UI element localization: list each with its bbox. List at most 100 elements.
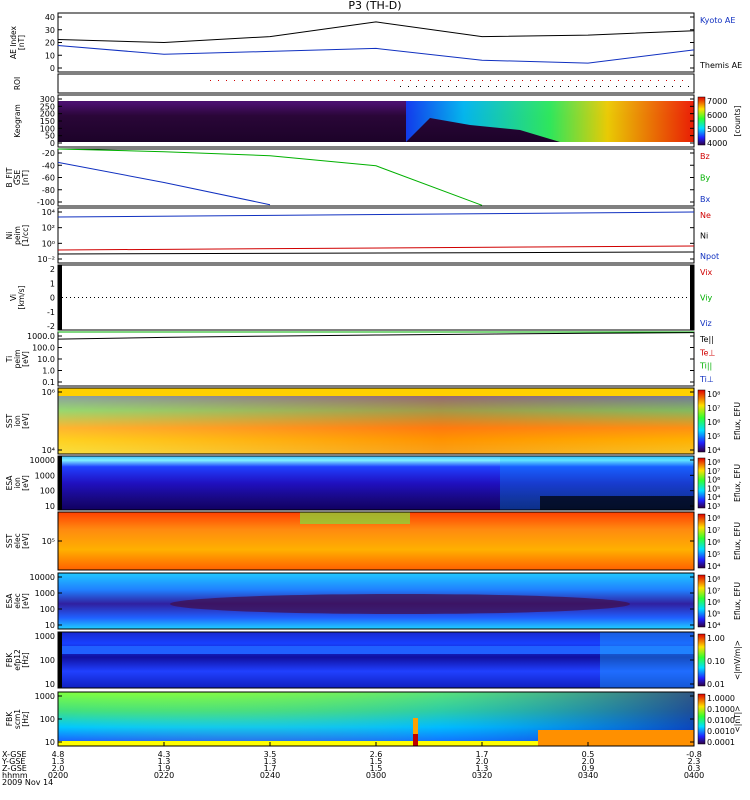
series-kyoto-ae (57, 45, 695, 64)
roi-dot (346, 80, 347, 81)
roi-dot (488, 86, 489, 87)
roi-dot (474, 80, 475, 81)
colorbar-tick: 10⁵ (707, 550, 720, 559)
ylabel-sst_i: [eV] (21, 413, 30, 429)
xaxis-hhmm: 0200 (48, 771, 68, 780)
roi-dot (410, 80, 411, 81)
ytick-label: 10⁵ (42, 537, 55, 546)
panel-frame-bfit (57, 148, 695, 207)
ytick-label: 10000 (30, 573, 55, 582)
ylabel-roi: ROI (13, 77, 22, 90)
colorbar-tick: 0.0100 (707, 716, 735, 725)
roi-dot (584, 86, 585, 87)
roi-dot (456, 86, 457, 87)
ytick-label: 1000 (35, 692, 55, 701)
colorbar-tick: 10⁴ (707, 621, 720, 630)
ytick-label: 200 (40, 110, 55, 119)
roi-dot (544, 86, 545, 87)
ytick-label: 10⁴ (42, 208, 55, 217)
roi-dot (688, 86, 689, 87)
legend-bfit: By (700, 174, 710, 183)
legend-ni: Ne (700, 211, 711, 220)
legends: Kyoto AE Themis AE Bz By Bx Ne Ni Npot Vix Viy Viz… (699, 16, 742, 384)
colorbar-tick: 0.0001 (707, 738, 735, 747)
colorbar-esa_i (697, 457, 706, 509)
xaxis-x-gse: 2.6 (370, 750, 383, 759)
colorbar-tick: 10⁶ (707, 418, 720, 427)
roi-dot (514, 80, 515, 81)
ytick-label: 10⁶ (42, 388, 55, 397)
roi-dot (592, 86, 593, 87)
ylabel-esa_e: elec (13, 593, 22, 608)
roi-dot (554, 80, 555, 81)
sst-elec-green-band (300, 512, 410, 524)
colorbar-tick: 10⁶ (707, 598, 720, 607)
xaxis-row-label: X-GSE (2, 750, 27, 759)
xaxis-hhmm: 0400 (684, 771, 704, 780)
ylabel-ti: Ti (5, 356, 14, 363)
ytick-label: 40 (45, 13, 55, 22)
colorbar-tick: 10⁶ (707, 476, 720, 485)
ytick-label: 100 (40, 487, 55, 496)
roi-dot (210, 80, 211, 81)
fbk-e-lightband (58, 646, 694, 654)
colorbar-label: Eflux, EFU (733, 522, 742, 560)
keogram-aurora (406, 101, 694, 142)
roi-dot (442, 80, 443, 81)
panel-frame-esa_i (57, 455, 695, 511)
roi-dot (282, 80, 283, 81)
ytick-label: 1.0 (42, 367, 55, 376)
roi-dot (576, 86, 577, 87)
ylabel-ni: [1/cc] (21, 225, 30, 246)
colorbar-tick: 10⁶ (707, 538, 720, 547)
roi-dot (642, 80, 643, 81)
roi-dot (480, 86, 481, 87)
ylabel-bfit: [nT] (21, 170, 30, 185)
roi-dot (570, 80, 571, 81)
legend-bfit: Bz (700, 152, 710, 161)
colorbar-tick: 0.01 (707, 680, 725, 689)
ytick-label: 250 (40, 102, 55, 111)
xaxis-y-gse: 1.5 (370, 757, 383, 766)
ytick-label: 100 (40, 124, 55, 133)
roi-dot (482, 80, 483, 81)
data-lines (57, 21, 695, 340)
xaxis-row-label: 2009 Nov 14 (2, 778, 53, 787)
roi-dot (402, 80, 403, 81)
plot-title: P3 (TH-D) (348, 0, 402, 12)
colorbar-label: <|mV/m|> (733, 640, 742, 680)
colorbar-tick: 1.0000 (707, 694, 735, 703)
roi-dot (418, 80, 419, 81)
ytick-label: 0 (50, 294, 55, 303)
ytick-label: -40 (42, 161, 55, 170)
roi-dot (400, 86, 401, 87)
panel-frame-roi (57, 73, 695, 94)
legend-ni: Npot (700, 252, 719, 261)
roi-dot (632, 86, 633, 87)
roi-dot (586, 80, 587, 81)
vi-left-edge (58, 265, 62, 330)
roi-dot (466, 80, 467, 81)
fbk-b-spike-core (413, 734, 418, 746)
ylabel-ni: peim (13, 226, 22, 245)
ylabel-fbk_b: FBK (5, 711, 14, 726)
legend-ti: Te⊥ (699, 348, 715, 357)
roi-dot (378, 80, 379, 81)
colorbar-fbk_e (697, 633, 706, 687)
roi-dot (568, 86, 569, 87)
ylabel-ae: AE Index (9, 25, 18, 58)
ylabel-fbk_e: [Hz] (21, 652, 30, 668)
series-ne (57, 245, 695, 251)
series-npot (57, 211, 695, 218)
roi-dot (218, 80, 219, 81)
ytick-label: 10 (45, 621, 55, 630)
ylabel-esa_i: [eV] (21, 475, 30, 491)
roi-dot (314, 80, 315, 81)
roi-dot (602, 80, 603, 81)
roi-dot (648, 86, 649, 87)
ylabel-bfit: GSE (13, 170, 22, 186)
ytick-label: 2 (50, 265, 55, 274)
xaxis-x-gse: -0.8 (686, 750, 702, 759)
panel-frame-ni (57, 207, 695, 264)
roi-dot (226, 80, 227, 81)
